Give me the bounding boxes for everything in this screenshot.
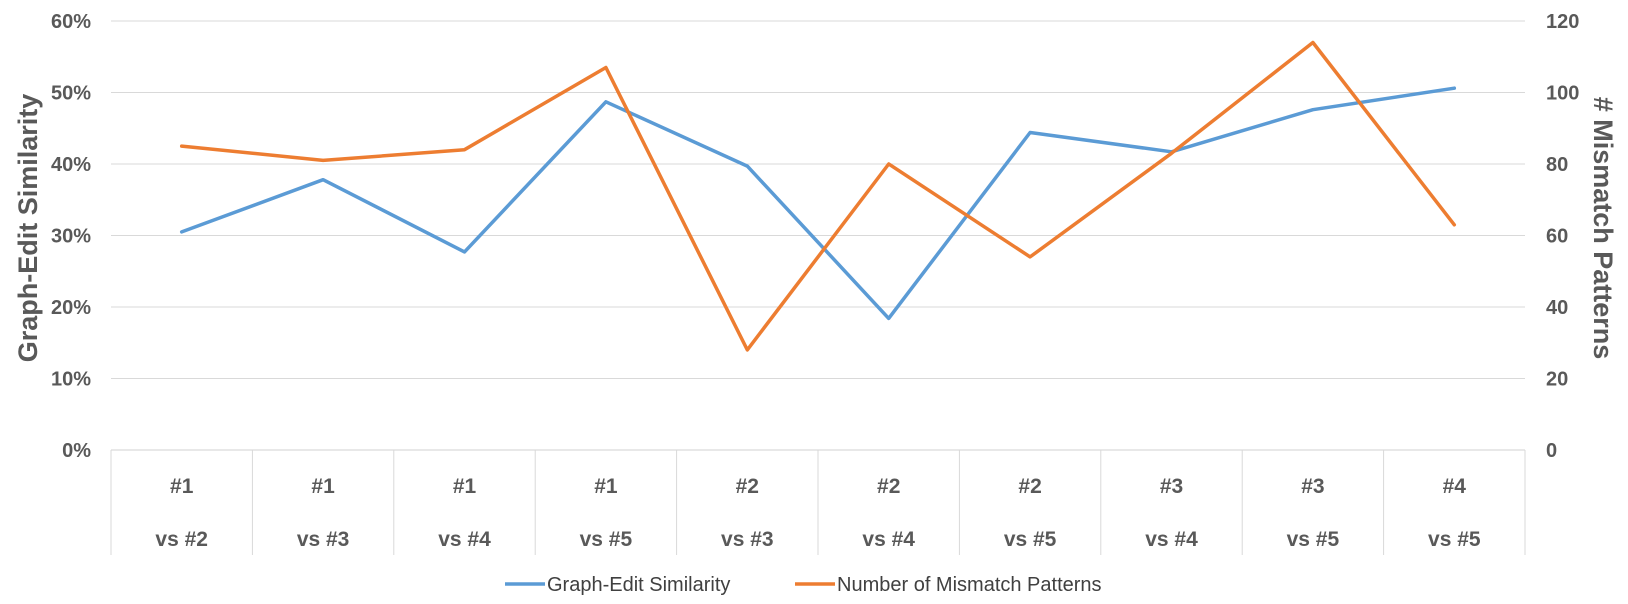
series-line-2 <box>179 40 1457 352</box>
category-label-line2: vs #5 <box>1287 528 1340 551</box>
category-label-line2: vs #5 <box>1004 528 1057 551</box>
left-y-axis-title: Graph-Edit Similarity <box>13 94 43 363</box>
right-tick-label: 60 <box>1546 226 1568 248</box>
left-tick-label: 0% <box>62 440 91 462</box>
left-y-axis-ticks: 0% 10% 20% 30% 40% 50% 60% <box>51 11 91 462</box>
category-label-line1: #3 <box>1160 475 1183 498</box>
legend: Graph-Edit Similarity Number of Mismatch … <box>505 574 1102 596</box>
gridlines <box>111 20 1525 379</box>
right-tick-label: 0 <box>1546 440 1557 462</box>
category-label-line1: #2 <box>1018 475 1041 498</box>
right-tick-label: 120 <box>1546 11 1579 33</box>
left-tick-label: 10% <box>51 369 91 391</box>
category-label-line2: vs #4 <box>862 528 915 551</box>
category-axis: #1 vs #2 #1 vs #3 #1 vs #4 #1 vs #5 #2 vs #3 #2 vs … <box>110 449 1526 555</box>
category-label-line2: vs #4 <box>438 528 491 551</box>
category-label-line2: vs #5 <box>580 528 633 551</box>
category-label-line1: #2 <box>877 475 900 498</box>
right-y-axis-ticks: 0 20 40 60 80 100 120 <box>1546 11 1579 462</box>
series-lines <box>179 40 1457 352</box>
legend-label-1: Graph-Edit Similarity <box>547 574 730 596</box>
category-label-line2: vs #3 <box>297 528 350 551</box>
category-label-line2: vs #5 <box>1428 528 1481 551</box>
right-tick-label: 100 <box>1546 83 1579 105</box>
category-label-line2: vs #3 <box>721 528 774 551</box>
legend-label-2: Number of Mismatch Patterns <box>837 574 1102 596</box>
category-label-line1: #1 <box>594 475 618 498</box>
category-label-line1: #3 <box>1301 475 1324 498</box>
category-label-line1: #2 <box>736 475 759 498</box>
right-tick-label: 20 <box>1546 369 1568 391</box>
category-label-line1: #1 <box>453 475 477 498</box>
left-tick-label: 40% <box>51 154 91 176</box>
left-tick-label: 20% <box>51 297 91 319</box>
series-line-1 <box>179 86 1457 321</box>
right-tick-label: 80 <box>1546 154 1568 176</box>
category-label-line1: #1 <box>170 475 194 498</box>
left-tick-label: 30% <box>51 226 91 248</box>
left-tick-label: 60% <box>51 11 91 33</box>
category-label-line2: vs #4 <box>1145 528 1198 551</box>
right-tick-label: 40 <box>1546 297 1568 319</box>
right-y-axis-title: # Mismatch Patterns <box>1588 97 1618 360</box>
category-label-line1: #1 <box>311 475 335 498</box>
category-label-line2: vs #2 <box>155 528 208 551</box>
category-label-line1: #4 <box>1443 475 1467 498</box>
left-tick-label: 50% <box>51 83 91 105</box>
